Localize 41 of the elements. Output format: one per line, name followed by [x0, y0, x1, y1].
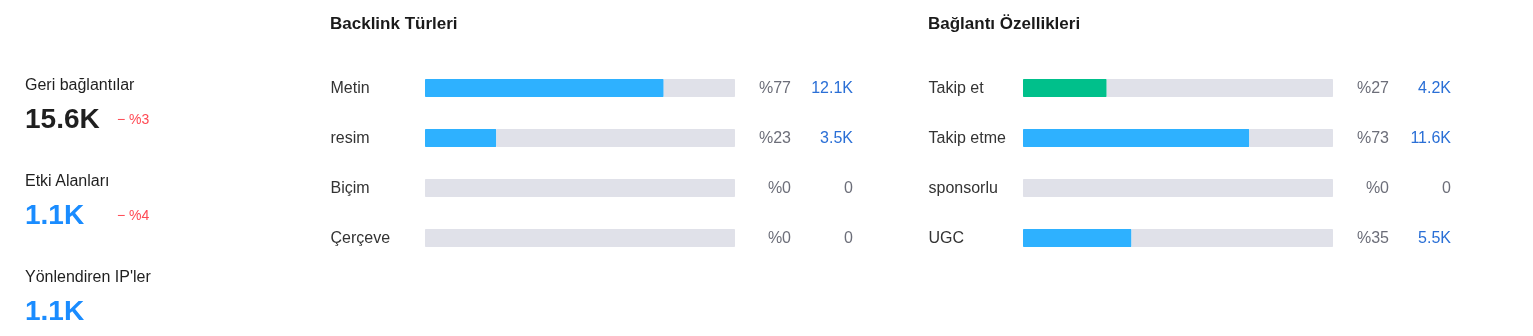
text: − %3	[117, 111, 150, 127]
y-tick-label: resim	[330, 129, 370, 146]
text: Yönlendiren IP'ler	[25, 268, 152, 285]
text: 0	[1442, 179, 1452, 196]
text: 1.1K	[25, 295, 85, 326]
chart-title: Bağlantı Özellikleri	[928, 14, 1081, 33]
bar	[1249, 129, 1333, 147]
bar	[1023, 79, 1107, 97]
data-label: %77	[758, 79, 792, 96]
y-tick-label: Metin	[330, 79, 370, 96]
y-tick-label: sponsorlu	[928, 179, 998, 196]
bar	[1023, 179, 1333, 197]
data-label: %0	[767, 179, 792, 196]
y-tick-label: UGC	[928, 229, 965, 246]
text: 12.1K	[811, 79, 854, 96]
data-label: %27	[1356, 79, 1390, 96]
text: 5.5K	[1418, 229, 1452, 246]
bar	[1106, 79, 1333, 97]
data-label: %0	[767, 229, 792, 246]
bar	[1023, 229, 1132, 247]
y-tick-label: Takip etme	[928, 129, 1006, 146]
text: 0	[844, 229, 854, 246]
text: 15.6K	[25, 103, 100, 134]
text: 3.5K	[820, 129, 854, 146]
text: 1.1K	[25, 199, 85, 230]
bar	[1023, 129, 1250, 147]
text: 0	[844, 179, 854, 196]
text: Geri bağlantılar	[25, 76, 136, 93]
text: − %4	[117, 207, 150, 223]
chart-title: Backlink Türleri	[330, 14, 458, 33]
bar	[1131, 229, 1333, 247]
text: 11.6K	[1410, 129, 1452, 146]
y-tick-label: Biçim	[330, 179, 370, 196]
data-label: %0	[1365, 179, 1390, 196]
y-tick-label: Takip et	[928, 79, 985, 96]
text: Etki Alanları	[25, 172, 110, 189]
data-label: %35	[1356, 229, 1390, 246]
y-tick-label: Çerçeve	[330, 229, 391, 246]
text: 4.2K	[1418, 79, 1452, 96]
data-label: %23	[758, 129, 792, 146]
data-label: %73	[1356, 129, 1390, 146]
